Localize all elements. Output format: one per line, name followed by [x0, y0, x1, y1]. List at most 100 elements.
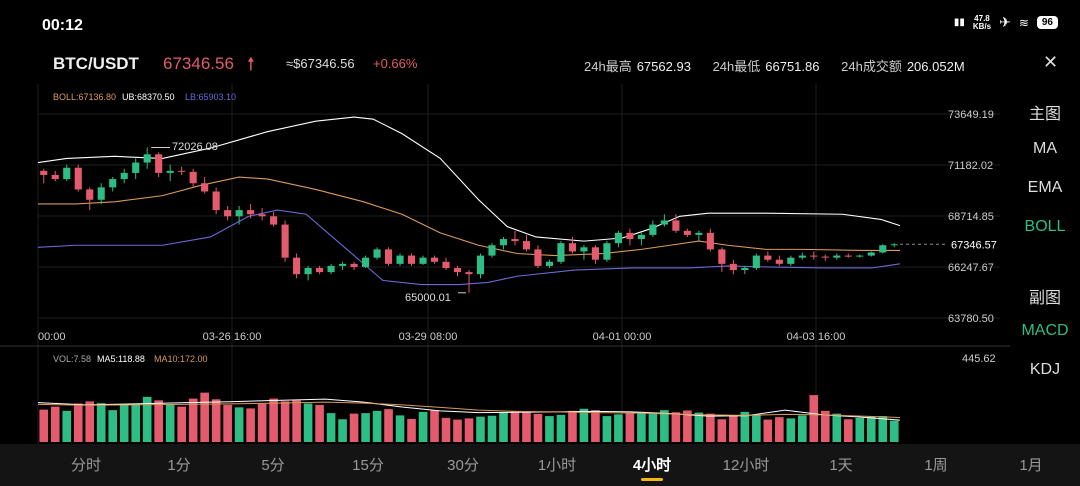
menu-macd[interactable]: MACD — [1021, 322, 1069, 339]
candle — [591, 247, 599, 260]
candle — [798, 255, 806, 258]
ma10-legend: MA10:172.00 — [154, 354, 208, 364]
candle — [155, 154, 163, 173]
candle — [281, 224, 289, 258]
candle — [132, 162, 140, 173]
status-icons: ▮▮ 47.8 KB/s ✈ ≋ 96 — [954, 14, 1058, 31]
candle — [787, 257, 795, 264]
volume-bar — [809, 395, 819, 442]
volume-bar — [545, 416, 554, 442]
volume-bar — [522, 412, 531, 442]
volume-bar — [637, 411, 646, 442]
menu-sub[interactable]: 副图 — [1028, 290, 1061, 307]
volume-bar — [39, 409, 49, 442]
volume-bar — [729, 415, 738, 442]
candle — [695, 232, 703, 235]
candle — [465, 272, 473, 275]
volume-bar — [843, 419, 853, 442]
candle — [729, 263, 737, 271]
volume-bar — [269, 398, 278, 442]
candle — [361, 257, 370, 267]
tab-30m[interactable]: 30分 — [447, 457, 479, 474]
menu-main[interactable]: 主图 — [1028, 106, 1061, 123]
last-price: 67346.56 — [163, 54, 234, 73]
candle — [511, 239, 519, 242]
candle — [407, 255, 416, 264]
volume-bars — [39, 392, 899, 442]
mid-line — [38, 176, 900, 257]
candle — [212, 191, 220, 211]
candle — [810, 255, 818, 257]
candle — [534, 249, 542, 266]
volume-bar — [832, 413, 842, 442]
candle — [384, 249, 393, 264]
ub-line — [37, 116, 901, 242]
price-tick-label: 66247.67 — [948, 262, 994, 274]
tab-1w[interactable]: 1周 — [924, 457, 948, 474]
vol-ma5-line — [37, 398, 901, 421]
menu-ma[interactable]: MA — [1033, 140, 1057, 157]
last-price-label: 67346.57 — [951, 239, 997, 251]
time-tick-label: 03-29 08:00 — [399, 331, 458, 343]
volume-bar — [384, 409, 393, 442]
volume-bar — [625, 413, 635, 442]
candle — [247, 210, 255, 215]
volume-bar — [797, 415, 807, 442]
boll-bands — [37, 116, 901, 286]
volume-bar — [752, 414, 761, 442]
time-tick-label: 04-03 16:00 — [787, 331, 846, 343]
volume-bar — [188, 398, 198, 442]
volume-bar — [85, 401, 95, 442]
tab-1h[interactable]: 1小时 — [537, 457, 577, 474]
volume-bar — [96, 403, 106, 442]
vol-max-label: 445.62 — [962, 353, 996, 365]
kline-chart[interactable]: BOLL:67136.80 UB:68370.50 LB:65903.10 67… — [0, 84, 1010, 444]
tab-1m[interactable]: 1分 — [167, 457, 191, 474]
volume-bar — [614, 414, 623, 442]
volume-bar — [889, 420, 899, 442]
menu-boll[interactable]: BOLL — [1024, 218, 1066, 235]
vol-ma10-line — [37, 401, 901, 418]
min-price-label: 65000.01 — [405, 292, 451, 304]
candle — [442, 261, 450, 268]
candle — [270, 216, 278, 225]
candle — [419, 257, 427, 264]
close-icon[interactable]: ✕ — [1043, 52, 1059, 72]
tab-4h[interactable]: 4小时 — [632, 457, 672, 474]
tab-1d[interactable]: 1天 — [829, 457, 853, 474]
tab-1mo[interactable]: 1月 — [1019, 457, 1043, 474]
tab-12h[interactable]: 12小时 — [722, 457, 770, 474]
candle — [660, 220, 668, 225]
pair-name[interactable]: BTC/USDT — [53, 54, 139, 73]
candle — [120, 172, 128, 180]
volume-bar — [763, 419, 773, 442]
last-price-bg — [948, 236, 1004, 253]
candle — [293, 257, 301, 275]
tab-fenshi[interactable]: 分时 — [70, 457, 102, 474]
tab-15m[interactable]: 15分 — [352, 457, 384, 474]
boll-legend: BOLL:67136.80 — [53, 92, 116, 102]
volume-bar — [73, 403, 83, 442]
candle — [879, 245, 887, 253]
volume-bar — [142, 396, 152, 442]
volume-bar — [694, 412, 704, 442]
menu-ema[interactable]: EMA — [1027, 179, 1063, 196]
tab-5m[interactable]: 5分 — [261, 457, 285, 474]
volume-bar — [683, 410, 692, 442]
volume-bar — [510, 411, 520, 442]
candle — [86, 189, 94, 200]
volume-bar — [303, 403, 313, 442]
volume-bar — [395, 415, 405, 442]
candle — [683, 230, 691, 235]
active-tab-indicator — [641, 478, 663, 481]
volume-bar — [775, 417, 784, 442]
status-bar: 00:12 ▮▮ 47.8 KB/s ✈ ≋ 96 — [0, 0, 1080, 44]
lb-legend: LB:65903.10 — [185, 92, 236, 102]
candle — [51, 174, 59, 180]
volume-bar — [476, 416, 485, 442]
volume-bar — [866, 416, 876, 442]
menu-kdj[interactable]: KDJ — [1029, 361, 1061, 378]
price-axis: 73649.19 71182.02 68714.85 66247.67 63780.50 — [948, 109, 994, 325]
candle — [143, 154, 151, 163]
volume-bar — [223, 404, 232, 442]
